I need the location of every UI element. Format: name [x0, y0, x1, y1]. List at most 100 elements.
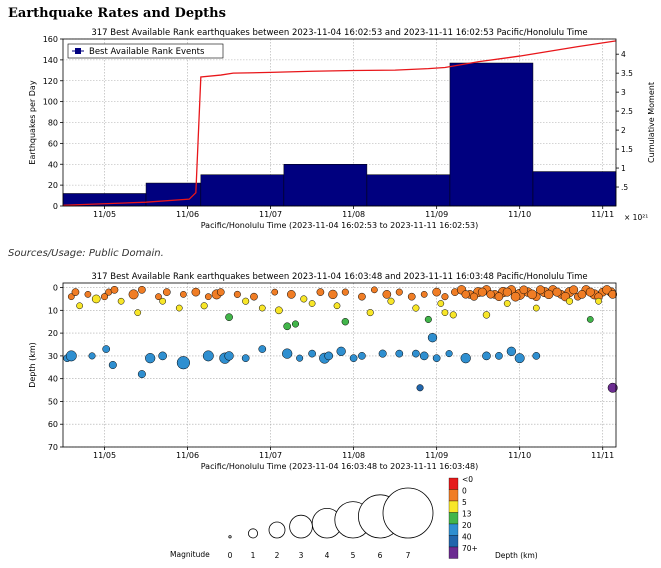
earthquake-point: [482, 311, 491, 319]
depth-color-swatch: [448, 477, 459, 490]
magnitude-legend-circle: [289, 514, 313, 539]
y-tick-label: 30: [48, 352, 58, 361]
earthquake-point: [565, 297, 574, 305]
depth-color-label: 70+: [462, 544, 478, 553]
earthquake-point: [200, 302, 208, 310]
earthquake-point: [225, 313, 233, 322]
earthquake-point: [155, 293, 162, 301]
y-tick-label: 0: [53, 202, 58, 211]
earthquake-point: [291, 320, 300, 328]
magnitude-legend-value: 2: [275, 551, 280, 560]
earthquake-point: [242, 297, 250, 305]
earthquake-point: [477, 287, 487, 297]
earthquake-point: [407, 292, 416, 301]
y-tick-label: 20: [48, 181, 58, 190]
y2-tick-label: 3.5: [621, 69, 633, 78]
earthquake-point: [486, 290, 495, 299]
earthquake-point: [233, 290, 241, 298]
earthquake-point: [358, 352, 366, 360]
depth-color-label: 0: [462, 487, 467, 496]
legend-label: Best Available Rank Events: [89, 47, 205, 57]
x-tick-label: 11/10: [508, 210, 531, 219]
earthquake-point: [495, 352, 503, 360]
earthquake-point: [308, 300, 316, 307]
y-tick-label: 100: [43, 98, 58, 107]
earthquake-point: [595, 297, 602, 305]
magnitude-legend-circle: [228, 535, 232, 539]
y2-tick-label: 3: [621, 88, 626, 97]
earthquake-point: [371, 286, 378, 294]
earthquake-point: [159, 297, 167, 305]
earthquake-point: [158, 351, 167, 361]
y-tick-label: 160: [43, 35, 58, 44]
earthquake-point: [441, 293, 449, 301]
earthquake-point: [275, 306, 283, 315]
earthquake-point: [145, 353, 156, 364]
earthquake-point: [271, 288, 279, 296]
depth-magnitude-legend: Magnitude 0 1 2 3 4 5 6 7 <0 0 5 13 20 40 70+ Depth (km): [170, 475, 538, 560]
earthquake-point: [316, 288, 325, 296]
rate-chart: 317 Best Available Rank earthquakes betw…: [28, 28, 656, 230]
earthquake-point: [176, 356, 190, 370]
earthquake-point: [585, 287, 595, 297]
y-tick-label: 20: [48, 329, 58, 338]
page-title: Earthquake Rates and Depths: [8, 6, 226, 21]
earthquake-point: [416, 384, 424, 392]
y-tick-label: 140: [43, 56, 58, 65]
magnitude-legend-circle: [247, 528, 258, 539]
earthquake-point: [76, 302, 83, 310]
earthquake-point: [162, 288, 171, 296]
y2-tick-label: .5: [621, 183, 628, 192]
earthquake-point: [308, 349, 316, 358]
earthquake-point: [441, 309, 449, 316]
depth-color-swatch: [448, 546, 459, 559]
earthquake-point: [180, 291, 187, 298]
earthquake-point: [395, 288, 403, 296]
earthquake-point: [100, 293, 109, 301]
x-tick-label: 11/11: [591, 210, 614, 219]
x-axis-label: Pacific/Honolulu Time (2023-11-04 16:03:…: [201, 462, 479, 471]
magnitude-legend-value: 5: [351, 551, 356, 560]
earthquake-point: [366, 309, 374, 317]
earthquake-point: [110, 285, 119, 294]
depth-color-label: 5: [462, 498, 467, 507]
earthquake-point: [102, 345, 111, 353]
earthquake-point: [258, 304, 266, 312]
x-tick-label: 11/09: [425, 451, 448, 460]
earthquake-point: [519, 285, 529, 295]
earthquake-point: [460, 353, 471, 364]
x-tick-label: 11/08: [342, 210, 365, 219]
earthquake-point: [349, 354, 358, 363]
earthquake-point: [84, 291, 92, 298]
earthquake-point: [607, 382, 618, 393]
x-tick-label: 11/05: [93, 451, 116, 460]
magnitude-legend-value: 1: [251, 551, 256, 560]
rate-bar: [283, 164, 368, 207]
earthquake-point: [544, 289, 554, 300]
y2-multiplier: × 10²¹: [624, 213, 648, 222]
earthquake-point: [494, 292, 504, 301]
y2-tick-label: 2: [621, 126, 626, 135]
y-tick-label: 50: [48, 397, 58, 406]
magnitude-legend-value: 0: [228, 551, 233, 560]
earthquake-point: [535, 285, 545, 295]
earthquake-point: [382, 290, 392, 299]
y-axis-label: Depth (km): [28, 342, 37, 388]
earthquake-point: [128, 289, 139, 300]
earthquake-point: [65, 350, 77, 362]
earthquake-point: [527, 289, 537, 300]
y2-tick-label: 1: [621, 164, 626, 173]
earthquake-point: [336, 346, 346, 356]
depth-color-label: 40: [462, 533, 472, 542]
depth-color-label: 13: [462, 510, 472, 519]
magnitude-legend-circle: [268, 521, 286, 539]
x-axis-label: Pacific/Honolulu Time (2023-11-04 16:02:…: [201, 221, 479, 230]
depth-color-label: <0: [462, 475, 473, 484]
rate-bar: [200, 174, 285, 207]
earthquake-point: [387, 297, 395, 305]
earthquake-point: [586, 316, 594, 323]
earthquake-point: [138, 285, 146, 294]
earthquake-point: [514, 353, 525, 364]
magnitude-legend-value: 7: [406, 551, 411, 560]
depth-legend-label: Depth (km): [495, 551, 538, 560]
